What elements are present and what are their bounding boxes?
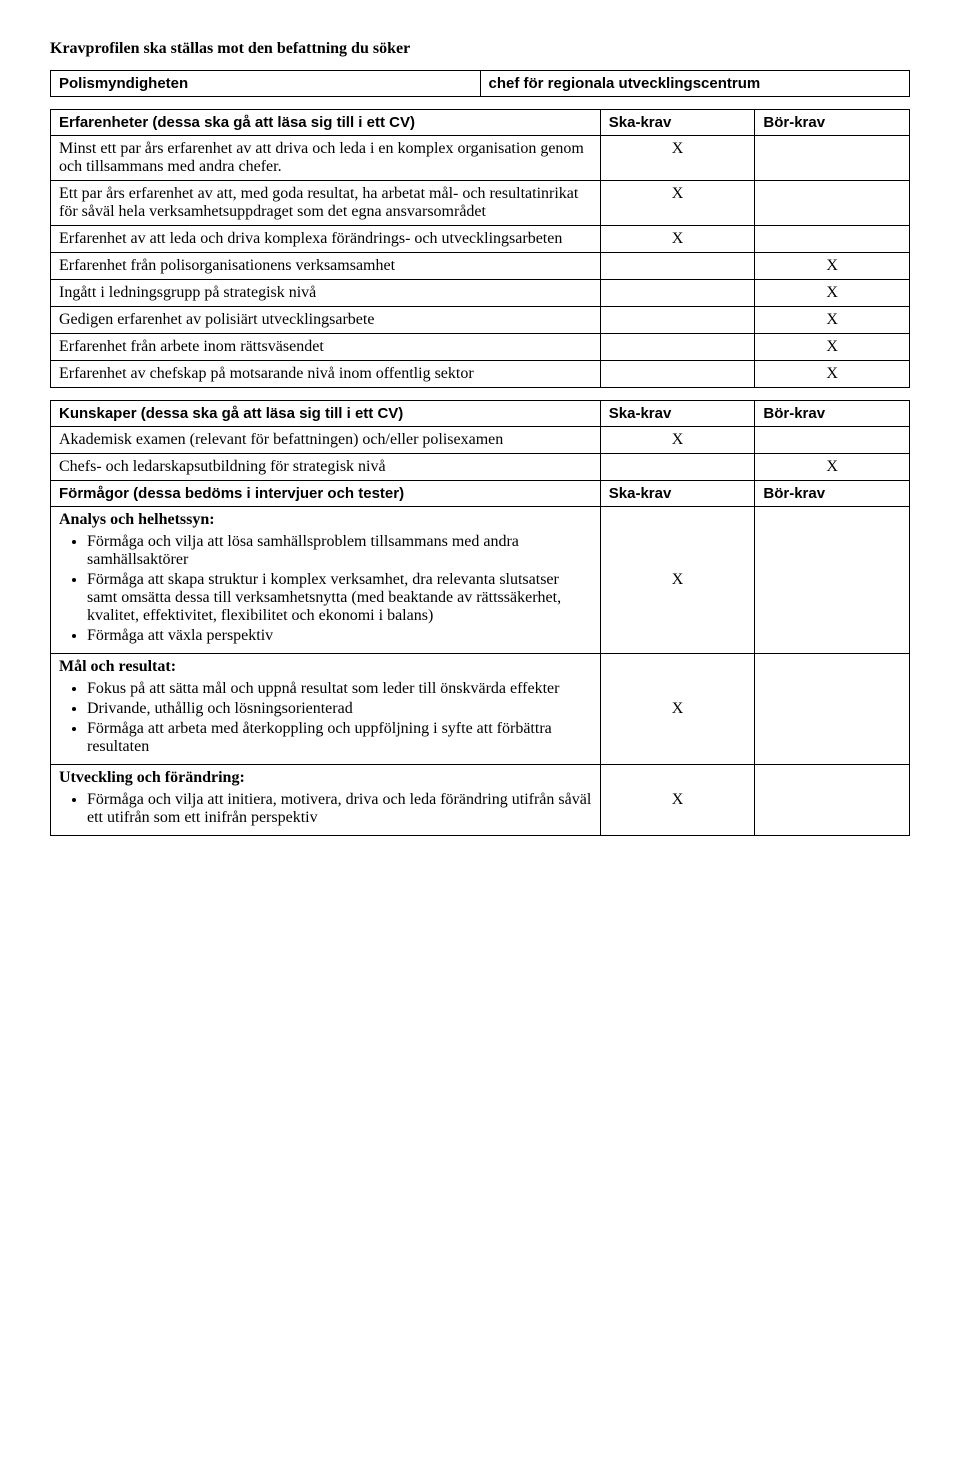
bor-header: Bör-krav <box>755 481 910 507</box>
ska-cell <box>600 280 755 307</box>
bor-cell: X <box>755 454 910 481</box>
group-title: Mål och resultat: <box>59 658 592 676</box>
bor-cell: X <box>755 307 910 334</box>
ska-cell <box>600 454 755 481</box>
row-label: Ingått i ledningsgrupp på strategisk niv… <box>51 280 601 307</box>
group-title: Utveckling och förändring: <box>59 769 592 787</box>
table-row: Minst ett par års erfarenhet av att driv… <box>51 136 910 181</box>
bor-cell <box>755 181 910 226</box>
bor-cell <box>755 427 910 454</box>
row-label: Ett par års erfarenhet av att, med goda … <box>51 181 601 226</box>
info-table: Polismyndigheten chef för regionala utve… <box>50 70 910 97</box>
ska-cell: X <box>600 427 755 454</box>
bor-cell <box>755 765 910 836</box>
bullet-list: Förmåga och vilja att lösa samhällsprobl… <box>87 533 592 645</box>
bor-cell: X <box>755 361 910 388</box>
row-label: Gedigen erfarenhet av polisiärt utveckli… <box>51 307 601 334</box>
page-heading: Kravprofilen ska ställas mot den befattn… <box>50 40 910 58</box>
ska-cell: X <box>600 507 755 654</box>
bor-cell <box>755 507 910 654</box>
bullet-list: Fokus på att sätta mål och uppnå resulta… <box>87 680 592 756</box>
info-left: Polismyndigheten <box>51 71 481 97</box>
ska-cell: X <box>600 226 755 253</box>
row-label: Chefs- och ledarskapsutbildning för stra… <box>51 454 601 481</box>
formagor-header: Förmågor (dessa bedöms i intervjuer och … <box>51 481 601 507</box>
table-row: Analys och helhetssyn: Förmåga och vilja … <box>51 507 910 654</box>
list-item: Förmåga och vilja att lösa samhällsprobl… <box>87 533 592 569</box>
ska-cell <box>600 334 755 361</box>
group-title: Analys och helhetssyn: <box>59 511 592 529</box>
ska-header: Ska-krav <box>600 481 755 507</box>
row-label: Minst ett par års erfarenhet av att driv… <box>51 136 601 181</box>
list-item: Drivande, uthållig och lösningsorientera… <box>87 700 592 718</box>
ska-cell <box>600 361 755 388</box>
bor-cell <box>755 226 910 253</box>
list-item: Förmåga att växla perspektiv <box>87 627 592 645</box>
list-item: Förmåga att arbeta med återkoppling och … <box>87 720 592 756</box>
ska-header: Ska-krav <box>600 401 755 427</box>
table-row: Mål och resultat: Fokus på att sätta mål … <box>51 654 910 765</box>
row-label: Utveckling och förändring: Förmåga och vi… <box>51 765 601 836</box>
row-label: Akademisk examen (relevant för befattnin… <box>51 427 601 454</box>
table-row: Ett par års erfarenhet av att, med goda … <box>51 181 910 226</box>
table-row: Erfarenhet från polisorganisationens ver… <box>51 253 910 280</box>
ska-cell <box>600 253 755 280</box>
erfarenheter-header: Erfarenheter (dessa ska gå att läsa sig … <box>51 110 601 136</box>
bor-header: Bör-krav <box>755 401 910 427</box>
info-right: chef för regionala utvecklingscentrum <box>480 71 910 97</box>
table-row: Gedigen erfarenhet av polisiärt utveckli… <box>51 307 910 334</box>
table-row: Akademisk examen (relevant för befattnin… <box>51 427 910 454</box>
list-item: Förmåga och vilja att initiera, motivera… <box>87 791 592 827</box>
ska-header: Ska-krav <box>600 110 755 136</box>
row-label: Erfarenhet från polisorganisationens ver… <box>51 253 601 280</box>
bor-cell: X <box>755 280 910 307</box>
ska-cell <box>600 307 755 334</box>
ska-cell: X <box>600 136 755 181</box>
row-label: Erfarenhet av att leda och driva komplex… <box>51 226 601 253</box>
row-label: Erfarenhet från arbete inom rättsväsende… <box>51 334 601 361</box>
bor-cell: X <box>755 253 910 280</box>
bor-cell: X <box>755 334 910 361</box>
list-item: Fokus på att sätta mål och uppnå resulta… <box>87 680 592 698</box>
kunskaper-header: Kunskaper (dessa ska gå att läsa sig til… <box>51 401 601 427</box>
kunskaper-formagor-table: Kunskaper (dessa ska gå att läsa sig til… <box>50 400 910 836</box>
bor-cell <box>755 654 910 765</box>
row-label: Mål och resultat: Fokus på att sätta mål … <box>51 654 601 765</box>
ska-cell: X <box>600 654 755 765</box>
table-row: Utveckling och förändring: Förmåga och vi… <box>51 765 910 836</box>
table-row: Erfarenhet från arbete inom rättsväsende… <box>51 334 910 361</box>
row-label: Erfarenhet av chefskap på motsarande niv… <box>51 361 601 388</box>
table-row: Ingått i ledningsgrupp på strategisk niv… <box>51 280 910 307</box>
ska-cell: X <box>600 765 755 836</box>
table-row: Erfarenhet av att leda och driva komplex… <box>51 226 910 253</box>
row-label: Analys och helhetssyn: Förmåga och vilja … <box>51 507 601 654</box>
ska-cell: X <box>600 181 755 226</box>
table-row: Chefs- och ledarskapsutbildning för stra… <box>51 454 910 481</box>
bor-header: Bör-krav <box>755 110 910 136</box>
bor-cell <box>755 136 910 181</box>
erfarenheter-table: Erfarenheter (dessa ska gå att läsa sig … <box>50 109 910 388</box>
list-item: Förmåga att skapa struktur i komplex ver… <box>87 571 592 625</box>
table-row: Erfarenhet av chefskap på motsarande niv… <box>51 361 910 388</box>
bullet-list: Förmåga och vilja att initiera, motivera… <box>87 791 592 827</box>
